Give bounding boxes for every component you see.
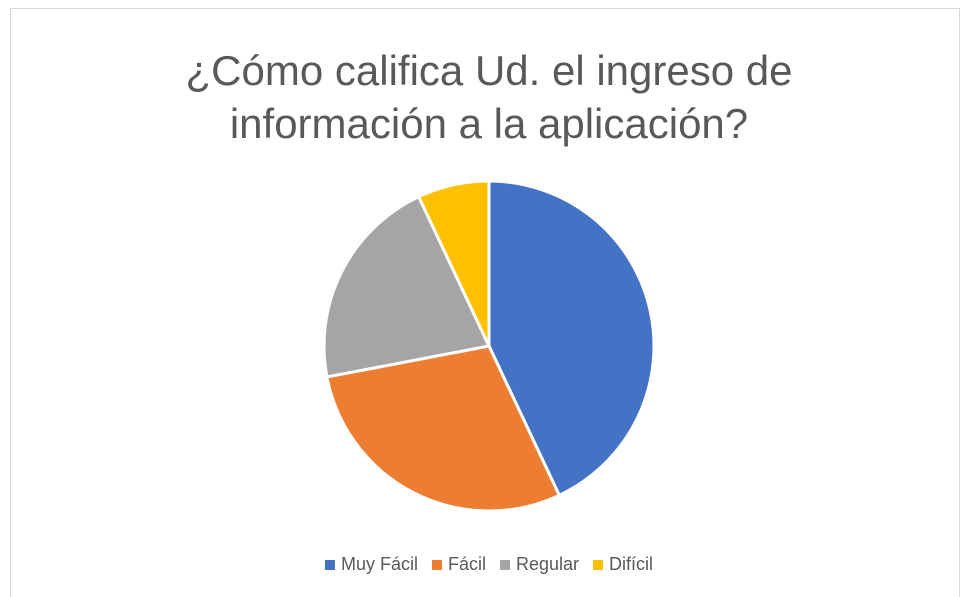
pie-slice (322, 194, 492, 379)
pie-slice (325, 344, 562, 513)
legend-label: Difícil (609, 554, 653, 574)
legend-swatch (431, 560, 442, 570)
pie-slice (487, 179, 656, 498)
legend-swatch (593, 560, 604, 570)
legend-swatch (324, 560, 335, 570)
legend-swatch (499, 560, 510, 570)
pie-slice (416, 179, 491, 347)
chart-title: ¿Cómo califica Ud. el ingreso de (186, 47, 793, 94)
legend-label: Muy Fácil (341, 554, 418, 574)
legend-label: Fácil (448, 554, 486, 574)
chart-title: información a la aplicación? (230, 100, 748, 147)
legend-label: Regular (516, 554, 579, 574)
